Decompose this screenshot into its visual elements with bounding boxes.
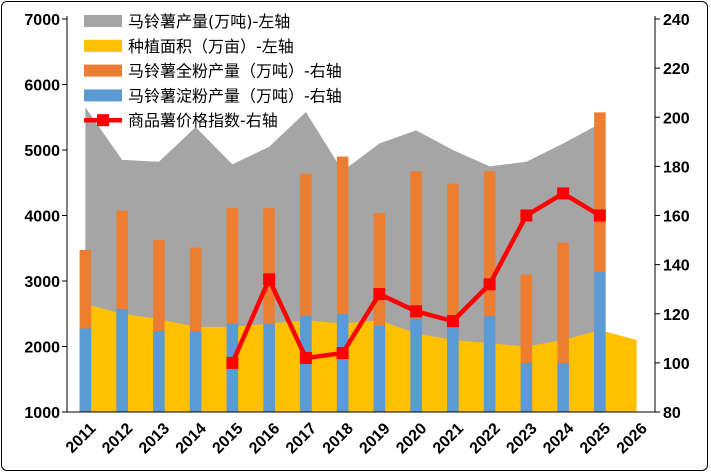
x-tick-label-2025: 2025 (577, 420, 614, 457)
flour-bar-2016 (263, 208, 275, 412)
flour-bar-2025 (594, 112, 606, 413)
left-tick-label-4000: 4000 (24, 209, 60, 226)
price-index-point-2025 (593, 209, 606, 222)
right-tick-label-160: 160 (663, 209, 690, 226)
price-index-point-2015 (226, 356, 239, 369)
starch-bar-2016 (263, 323, 275, 412)
flour-bar-2021 (447, 183, 459, 412)
legend-label-price-index: 商品薯价格指数-右轴 (128, 111, 278, 130)
x-tick-label-2017: 2017 (283, 420, 320, 457)
right-tick-label-140: 140 (663, 258, 690, 275)
left-tick-label-2000: 2000 (24, 340, 60, 357)
right-tick-label-100: 100 (663, 356, 690, 373)
starch-bar-2017 (300, 316, 312, 412)
price-index-point-2019 (373, 288, 386, 301)
left-tick-label-7000: 7000 (24, 12, 60, 29)
x-tick-label-2012: 2012 (99, 420, 136, 457)
price-index-point-2023 (520, 209, 533, 222)
legend-swatch-acreage (84, 39, 122, 52)
legend-swatch-production (84, 15, 122, 27)
x-tick-label-2022: 2022 (467, 420, 504, 457)
price-index-point-2018 (336, 347, 349, 360)
flour-bar-2014 (189, 247, 202, 412)
starch-bar-2011 (79, 328, 92, 412)
legend-swatch-starch (84, 89, 122, 102)
flour-bar-2023 (520, 274, 533, 412)
starch-bar-2024 (557, 362, 569, 412)
x-tick-label-2026: 2026 (614, 420, 651, 457)
x-tick-label-2014: 2014 (173, 420, 210, 457)
left-tick-label-1000: 1000 (24, 405, 60, 422)
price-index-point-2020 (410, 305, 423, 318)
starch-bar-2012 (116, 308, 128, 412)
starch-bar-2020 (410, 318, 422, 412)
right-tick-label-200: 200 (663, 110, 690, 127)
flour-bar-2022 (483, 171, 496, 412)
starch-bar-2023 (520, 362, 533, 412)
legend-label-acreage: 种植面积（万亩）-左轴 (128, 37, 294, 56)
flour-bar-2024 (557, 242, 569, 412)
price-index-line-layer (226, 187, 606, 369)
flour-bar-2019 (373, 213, 386, 412)
left-tick-label-6000: 6000 (24, 78, 60, 95)
price-index-point-2021 (446, 315, 459, 328)
right-tick-label-220: 220 (663, 61, 690, 78)
acreage-area (85, 303, 637, 412)
right-tick-label-80: 80 (663, 405, 681, 422)
price-index-point-2024 (557, 187, 570, 200)
x-tick-label-2018: 2018 (320, 420, 357, 457)
x-tick-label-2024: 2024 (540, 420, 577, 457)
legend: 马铃薯产量(万吨)-左轴种植面积（万亩）-左轴马铃薯全粉产量（万吨）-右轴马铃薯… (84, 12, 342, 130)
price-index-point-2017 (299, 351, 312, 364)
right-tick-label-240: 240 (663, 12, 690, 29)
starch-bar-2018 (336, 313, 349, 412)
legend-swatch-flour (84, 64, 122, 77)
right-tick-label-120: 120 (663, 307, 690, 324)
starch-bar-2021 (447, 326, 459, 412)
starch-bar-2019 (373, 326, 386, 412)
price-index-point-2016 (263, 273, 276, 286)
x-tick-label-2020: 2020 (393, 420, 430, 457)
x-tick-label-2015: 2015 (209, 420, 246, 457)
right-tick-label-180: 180 (663, 159, 690, 176)
x-tick-label-2016: 2016 (246, 420, 283, 457)
x-tick-label-2021: 2021 (430, 420, 467, 457)
flour-bar-2020 (410, 171, 422, 412)
acreage-area-layer (85, 303, 637, 412)
legend-label-starch: 马铃薯淀粉产量（万吨）-右轴 (128, 86, 342, 105)
legend-marker-price-index (97, 114, 109, 127)
flour-bar-2015 (226, 208, 239, 412)
legend-label-flour: 马铃薯全粉产量（万吨）-右轴 (128, 62, 342, 81)
x-tick-label-2023: 2023 (503, 420, 540, 457)
flour-bar-2013 (153, 240, 165, 412)
price-index-point-2022 (483, 278, 496, 291)
left-tick-label-5000: 5000 (24, 143, 60, 160)
x-tick-label-2019: 2019 (356, 420, 393, 457)
left-tick-label-3000: 3000 (24, 274, 60, 291)
x-tick-label-2011: 2011 (63, 420, 100, 457)
starch-bar-2025 (594, 271, 606, 412)
starch-bar-2014 (189, 330, 202, 412)
legend-label-production: 马铃薯产量(万吨)-左轴 (128, 12, 290, 31)
starch-bar-2022 (483, 316, 496, 412)
flour-bar-2018 (336, 156, 349, 412)
flour-bar-2017 (300, 173, 312, 412)
starch-bar-2013 (153, 330, 165, 412)
x-tick-label-2013: 2013 (136, 420, 173, 457)
bar-layer (79, 112, 606, 413)
